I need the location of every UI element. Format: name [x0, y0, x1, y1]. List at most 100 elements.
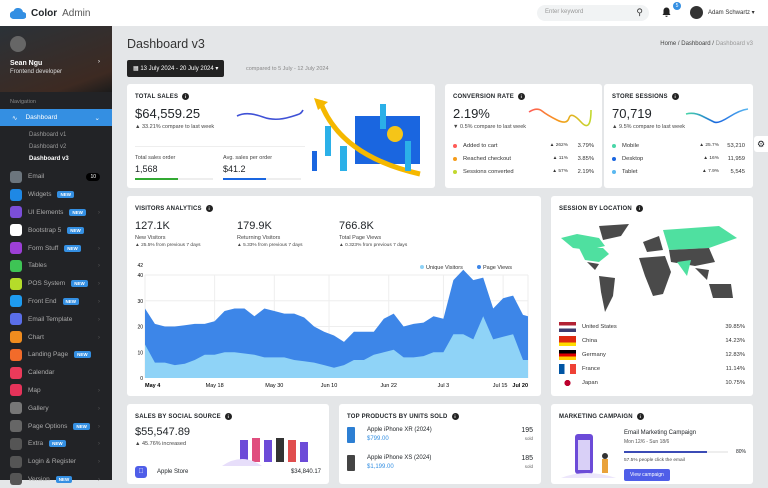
- email-campaign-illustration: [561, 434, 616, 478]
- sidebar-item-ui-elements[interactable]: UI Elements NEW ›: [0, 204, 112, 222]
- x-tick-label: Jul 3: [438, 383, 450, 389]
- date-range-button[interactable]: ▦ 13 July 2024 - 20 July 2024 ▾: [127, 60, 225, 77]
- view-campaign-button[interactable]: View campaign: [624, 469, 670, 481]
- product-item[interactable]: Apple iPhone XR (2024) $799.00 195 sold: [347, 427, 533, 455]
- total-sales-card: TOTAL SALES i $64,559.25 ▲ 33.21% compare…: [127, 84, 435, 188]
- info-icon[interactable]: i: [517, 93, 525, 100]
- logo[interactable]: Color Admin: [0, 7, 112, 19]
- y-tick-label: 0: [140, 376, 143, 382]
- card-title: SALES BY SOCIAL SOURCE: [135, 413, 221, 420]
- menu-icon: [10, 348, 22, 361]
- sessions-change: ▲ 9.5% compare to last week: [612, 124, 686, 130]
- top-products-card: TOP PRODUCTS BY UNITS SOLD i Apple iPhone…: [339, 404, 541, 484]
- sidebar-item-email[interactable]: Email 10: [0, 168, 112, 186]
- profile-role: Frontend developer: [10, 69, 63, 75]
- info-icon[interactable]: i: [671, 93, 679, 100]
- new-badge: NEW: [64, 244, 81, 252]
- sidebar-item-dashboard[interactable]: ∿ Dashboard ⌄: [0, 109, 112, 126]
- sidebar-item-login-register[interactable]: Login & Register ›: [0, 453, 112, 471]
- visitors-analytics-card: VISITORS ANALYTICS i 127.1K New Visitors ▲ …: [127, 196, 541, 396]
- menu-icon: [10, 473, 22, 486]
- profile[interactable]: Sean Ngu Frontend developer ›: [0, 26, 112, 92]
- y-tick-label: 10: [137, 350, 143, 356]
- breadcrumb-dashboard[interactable]: Dashboard: [681, 41, 711, 47]
- social-source-card: SALES BY SOCIAL SOURCE i $55,547.89 ▲ 45.…: [127, 404, 329, 484]
- sidebar-item-tables[interactable]: Tables ›: [0, 257, 112, 275]
- notification-count: 5: [673, 2, 681, 10]
- info-icon[interactable]: i: [205, 205, 213, 212]
- metric-change: ▲ 262%: [549, 143, 568, 148]
- sidebar-item-map[interactable]: Map ›: [0, 382, 112, 400]
- metric-label: Desktop: [622, 155, 644, 162]
- social-source-value: $34,840.17: [290, 469, 321, 475]
- settings-gear-icon[interactable]: ⚙: [754, 136, 768, 152]
- stat-change: ▲ 5.33% from previous 7 days: [237, 243, 303, 248]
- y-tick-label: 30: [137, 299, 143, 305]
- store-sessions-card: STORE SESSIONS i 70,719 ▲ 9.5% compare to…: [604, 84, 753, 188]
- info-icon[interactable]: i: [182, 93, 190, 100]
- sidebar-item-label: Calendar: [28, 369, 55, 377]
- legend-dot: [453, 169, 457, 174]
- breadcrumb: Home / Dashboard / Dashboard v3: [660, 41, 753, 47]
- sidebar-subitem[interactable]: Dashboard v1: [29, 132, 67, 138]
- x-tick-label: Jul 20: [512, 383, 528, 389]
- change-text: 25.7%: [705, 143, 719, 148]
- metric-value: 5,545: [730, 168, 745, 175]
- sidebar-item-gallery[interactable]: Gallery ›: [0, 399, 112, 417]
- sales-growth-illustration: [312, 98, 421, 177]
- menu-icon: [10, 188, 22, 201]
- sidebar-item-calendar[interactable]: Calendar: [0, 364, 112, 382]
- sidebar-item-page-options[interactable]: Page Options NEW ›: [0, 417, 112, 435]
- conversion-value: 2.19%: [453, 106, 490, 121]
- bell-icon[interactable]: [661, 7, 671, 18]
- menu-icon: [10, 170, 22, 183]
- search-icon[interactable]: ⚲: [636, 7, 643, 17]
- metric-row: Added to cart ▲ 262% 3.79%: [453, 139, 594, 152]
- metric-label: Sessions converted: [463, 168, 514, 175]
- sidebar-item-label: Page Options: [28, 422, 68, 430]
- new-badge: NEW: [73, 422, 90, 430]
- sidebar-item-widgets[interactable]: Widgets NEW: [0, 186, 112, 204]
- sidebar-item-label: Email: [28, 173, 45, 181]
- info-icon[interactable]: i: [636, 413, 644, 420]
- metric-change: ▲ 57%: [552, 169, 568, 174]
- metric-change: ▲ 25.7%: [699, 143, 719, 148]
- sidebar-item-label: POS System: [28, 280, 66, 288]
- sidebar-item-chart[interactable]: Chart ›: [0, 328, 112, 346]
- search-input[interactable]: Enter keyword ⚲: [537, 5, 649, 21]
- stat-label: Total Page Views: [339, 235, 382, 241]
- metric-change: ▲ 11%: [552, 156, 568, 161]
- menu-icon: [10, 242, 22, 255]
- x-tick-label: Jun 22: [380, 383, 397, 389]
- breadcrumb-home[interactable]: Home: [660, 41, 677, 47]
- sidebar-item-email-template[interactable]: Email Template ›: [0, 310, 112, 328]
- change-text: 9.5% compare to last week: [618, 124, 686, 130]
- sidebar-subitem[interactable]: Dashboard v3: [29, 156, 69, 162]
- campaign-dates: Mon 12/6 - Sun 18/6: [624, 439, 670, 445]
- user-menu[interactable]: Adam Schwartz ▾: [708, 10, 755, 16]
- user-avatar[interactable]: [690, 6, 703, 19]
- info-icon[interactable]: i: [635, 205, 643, 212]
- sidebar-item-bootstrap-5[interactable]: Bootstrap 5 NEW: [0, 221, 112, 239]
- units-sold: 195: [521, 427, 533, 434]
- sidebar-item-front-end[interactable]: Front End NEW ›: [0, 293, 112, 311]
- sidebar-subitem[interactable]: Dashboard v2: [29, 144, 67, 150]
- orders-value: 1,568: [135, 164, 158, 174]
- sidebar-item-version[interactable]: Version NEW ›: [0, 471, 112, 488]
- sidebar: Sean Ngu Frontend developer › Navigation…: [0, 26, 112, 486]
- avg-progress: [223, 178, 266, 180]
- sidebar-item-pos-system[interactable]: POS System NEW ›: [0, 275, 112, 293]
- sidebar-item-landing-page[interactable]: Landing Page NEW: [0, 346, 112, 364]
- social-source-label: Apple Store: [157, 469, 189, 475]
- menu-icon: [10, 224, 22, 237]
- menu-icon: [10, 420, 22, 433]
- flag-icon: [559, 364, 576, 374]
- menu-icon: [10, 331, 22, 344]
- product-item[interactable]: Apple iPhone XS (2024) $1,199.00 185 sold: [347, 455, 533, 483]
- info-icon[interactable]: i: [451, 413, 459, 420]
- sidebar-item-form-stuff[interactable]: Form Stuff NEW ›: [0, 239, 112, 257]
- card-title: CONVERSION RATE: [453, 93, 514, 100]
- sidebar-item-label: Widgets: [28, 191, 52, 199]
- info-icon[interactable]: i: [224, 413, 232, 420]
- sidebar-item-extra[interactable]: Extra NEW ›: [0, 435, 112, 453]
